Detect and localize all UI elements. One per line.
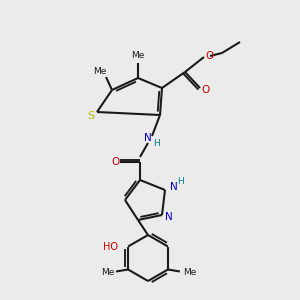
Text: O: O <box>205 51 213 61</box>
Text: N: N <box>165 212 173 222</box>
Text: S: S <box>87 111 94 121</box>
Text: H: H <box>154 139 160 148</box>
Text: HO: HO <box>103 242 118 251</box>
Text: O: O <box>201 85 209 95</box>
Text: N: N <box>144 133 152 143</box>
Text: O: O <box>111 157 119 167</box>
Text: Me: Me <box>183 268 196 277</box>
Text: Me: Me <box>93 67 107 76</box>
Text: Me: Me <box>131 52 145 61</box>
Text: Me: Me <box>101 268 115 277</box>
Text: N: N <box>170 182 178 192</box>
Text: H: H <box>178 176 184 185</box>
